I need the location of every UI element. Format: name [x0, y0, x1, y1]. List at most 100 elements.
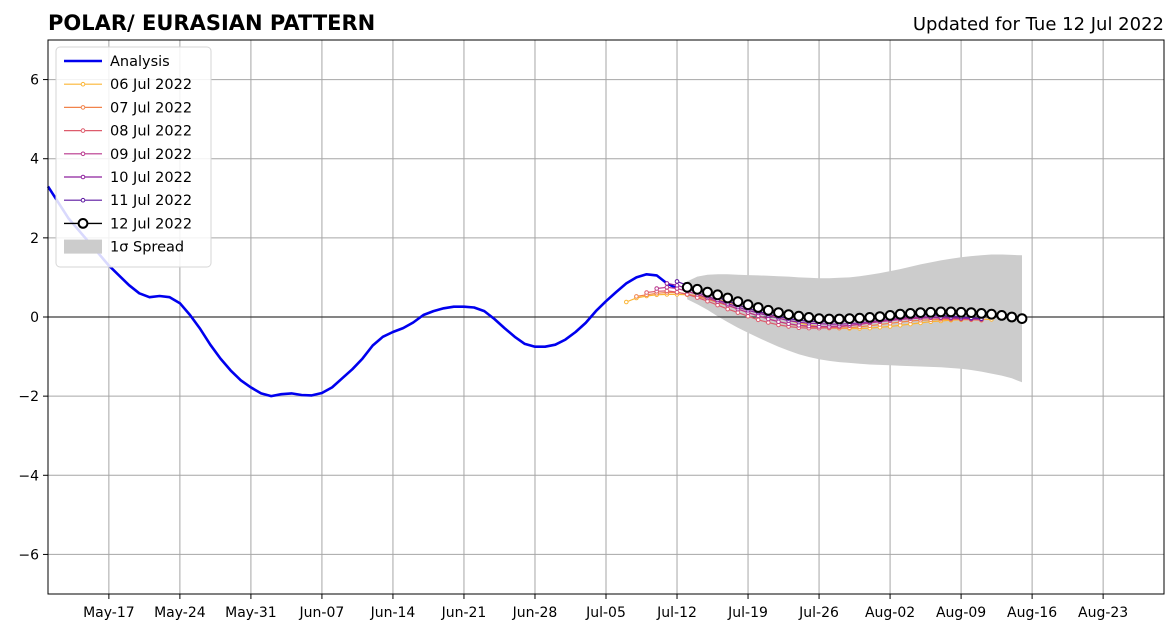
latest-forecast-point — [955, 306, 967, 318]
chart-subtitle: Updated for Tue 12 Jul 2022 — [913, 14, 1164, 35]
legend-label: 1σ Spread — [110, 240, 184, 256]
latest-forecast-point — [864, 312, 876, 323]
legend: Analysis 06 Jul 2022 07 Jul 2022 08 Jul 202… — [55, 46, 212, 268]
x-tick-label: May-24 — [154, 605, 206, 621]
forecast-point — [674, 283, 680, 288]
latest-forecast-point — [905, 308, 916, 319]
latest-forecast-point — [783, 309, 794, 321]
forecast-point — [674, 279, 680, 284]
forecast-point — [654, 286, 660, 291]
latest-forecast-series — [681, 281, 1028, 325]
legend-label: 11 Jul 2022 — [110, 193, 192, 209]
latest-forecast-point — [925, 306, 937, 318]
latest-forecast-point — [1006, 311, 1018, 323]
latest-forecast-point — [712, 289, 723, 301]
latest-forecast-point — [793, 310, 805, 322]
legend-entry-6: 11 Jul 2022 — [64, 193, 192, 209]
latest-forecast-point — [935, 306, 947, 318]
legend-swatch-marker — [80, 81, 86, 87]
latest-forecast-point — [813, 313, 825, 325]
forecast-point — [745, 313, 751, 319]
forecast-point — [755, 317, 761, 323]
forecast-point — [725, 306, 731, 312]
legend-entry-1: 06 Jul 2022 — [64, 77, 192, 93]
legend-label: 10 Jul 2022 — [110, 170, 192, 186]
forecast-point — [644, 290, 649, 295]
axis-ticks: May-17 May-24 May-31 Jun-07 Jun-14 Jun-21 Jun-… — [18, 73, 1128, 621]
latest-forecast-point — [823, 313, 835, 325]
legend-swatch-band — [64, 239, 102, 254]
legend-entry-5: 10 Jul 2022 — [64, 170, 192, 186]
forecast-point — [664, 288, 670, 294]
latest-forecast-point — [681, 281, 693, 293]
legend-swatch-marker — [80, 174, 86, 180]
legend-swatch-marker — [80, 151, 86, 157]
legend-label: 12 Jul 2022 — [110, 216, 192, 232]
x-tick-label: Jul-05 — [585, 605, 626, 621]
legend-label: Analysis — [110, 54, 170, 70]
latest-forecast-point — [691, 283, 703, 295]
legend-label: 09 Jul 2022 — [110, 147, 192, 163]
latest-forecast-point — [874, 311, 886, 323]
latest-forecast-point — [833, 313, 845, 325]
latest-forecast-point — [1016, 313, 1028, 325]
latest-forecast-point — [762, 304, 774, 316]
legend-label: 08 Jul 2022 — [110, 124, 192, 140]
y-tick-label: 0 — [30, 310, 39, 326]
latest-forecast-point — [722, 292, 734, 304]
latest-forecast-point — [732, 296, 744, 308]
latest-forecast-point — [742, 299, 754, 311]
y-tick-label: −2 — [18, 389, 39, 405]
latest-forecast-point — [752, 302, 764, 313]
latest-forecast-point — [945, 306, 957, 318]
legend-entry-2: 07 Jul 2022 — [64, 100, 192, 116]
y-tick-label: 4 — [30, 152, 39, 168]
latest-forecast-point — [884, 310, 896, 321]
latest-forecast-point — [702, 286, 713, 298]
forecast-point — [674, 289, 680, 295]
latest-forecast-point — [965, 307, 977, 319]
x-tick-label: Jul-19 — [727, 605, 768, 621]
analysis-line — [46, 185, 678, 398]
x-tick-label: May-17 — [83, 605, 135, 621]
legend-label: 06 Jul 2022 — [110, 77, 192, 93]
legend-entry-8: 1σ Spread — [64, 239, 184, 256]
forecast-point — [624, 299, 629, 305]
chart-title: POLAR/ EURASIAN PATTERN — [48, 11, 375, 35]
forecast-point — [664, 281, 670, 286]
legend-swatch-marker — [80, 128, 86, 133]
y-tick-label: 6 — [30, 73, 39, 89]
x-tick-label: Jun-21 — [441, 605, 487, 621]
legend-box — [55, 46, 212, 268]
x-tick-label: Jun-14 — [370, 605, 416, 621]
legend-entry-3: 08 Jul 2022 — [64, 124, 192, 140]
y-tick-label: 2 — [30, 231, 39, 247]
latest-forecast-point — [844, 313, 855, 325]
x-tick-label: Jun-28 — [512, 605, 558, 621]
x-tick-label: Aug-16 — [1007, 605, 1057, 621]
latest-forecast-point — [996, 310, 1008, 321]
latest-forecast-point — [986, 308, 997, 320]
x-tick-label: Aug-09 — [936, 605, 986, 621]
latest-forecast-point — [894, 308, 906, 320]
latest-forecast-point — [976, 308, 987, 319]
y-tick-label: −6 — [18, 547, 39, 563]
x-tick-label: May-31 — [225, 605, 277, 621]
legend-entry-0: Analysis — [64, 54, 170, 70]
latest-forecast-point — [773, 307, 784, 319]
x-tick-label: Jun-07 — [299, 605, 345, 621]
x-tick-label: Aug-23 — [1078, 605, 1128, 621]
series-layer — [46, 185, 1028, 398]
latest-forecast-point — [915, 307, 926, 319]
x-tick-label: Aug-02 — [865, 605, 915, 621]
legend-swatch-marker — [80, 105, 86, 110]
legend-entry-7: 12 Jul 2022 — [64, 216, 192, 232]
legend-swatch-marker — [80, 197, 86, 203]
x-tick-label: Jul-26 — [798, 605, 839, 621]
latest-forecast-point — [854, 312, 865, 324]
forecast-point — [634, 294, 639, 299]
legend-swatch-marker — [77, 218, 89, 229]
forecast-point — [664, 285, 670, 290]
x-tick-label: Jul-12 — [656, 605, 697, 621]
